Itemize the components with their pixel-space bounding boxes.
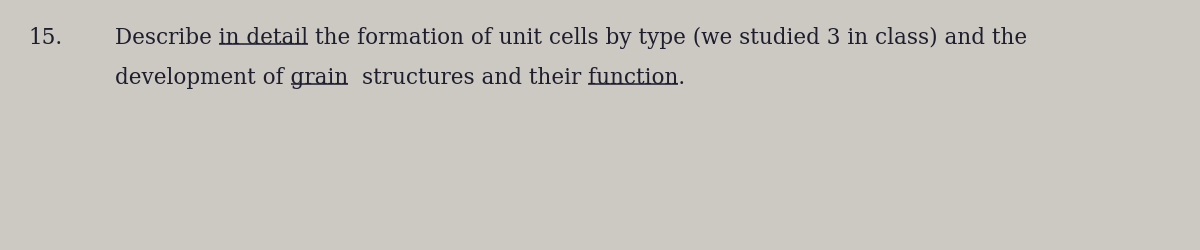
- Text: Describe in detail the formation of unit cells by type (we studied 3 in class) a: Describe in detail the formation of unit…: [115, 27, 1027, 49]
- Text: development of grain  structures and their function.: development of grain structures and thei…: [115, 67, 685, 89]
- Text: 15.: 15.: [28, 27, 62, 49]
